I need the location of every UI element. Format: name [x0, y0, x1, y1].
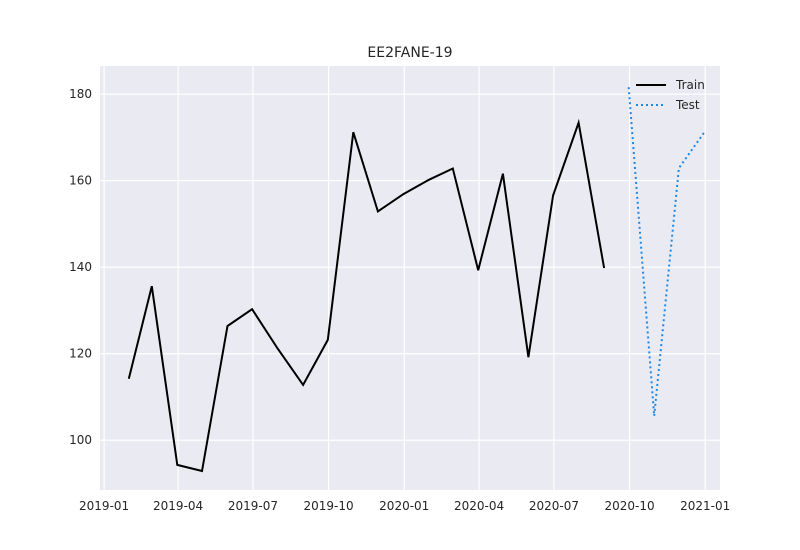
- y-tick-label: 160: [69, 174, 92, 188]
- legend-train-label: Train: [675, 78, 705, 92]
- series-line-train: [127, 118, 606, 473]
- chart-title: EE2FANE-19: [367, 45, 452, 61]
- series-lines: [127, 87, 706, 473]
- x-tick-label: 2020-07: [529, 499, 579, 513]
- y-tick-label: 140: [69, 260, 92, 274]
- series-line-test: [627, 87, 706, 417]
- x-tick-label: 2019-07: [228, 499, 278, 513]
- y-tick-label: 180: [69, 87, 92, 101]
- x-tick-label: 2021-01: [680, 499, 730, 513]
- axis-ticks: 100 120 140 160 180 2019-01 2019-04 2019-07 2019…: [69, 87, 730, 513]
- legend-test-label: Test: [675, 98, 700, 112]
- x-tick-label: 2020-10: [604, 499, 654, 513]
- x-tick-label: 2019-10: [304, 499, 354, 513]
- x-tick-label: 2019-04: [153, 499, 203, 513]
- y-tick-label: 100: [69, 433, 92, 447]
- x-tick-label: 2020-04: [454, 499, 504, 513]
- plot-area: [100, 66, 720, 490]
- x-tick-label: 2020-01: [379, 499, 429, 513]
- y-tick-label: 120: [69, 347, 92, 361]
- legend: Train Test: [636, 78, 705, 112]
- x-tick-label: 2019-01: [79, 499, 129, 513]
- grid-lines: [100, 66, 720, 490]
